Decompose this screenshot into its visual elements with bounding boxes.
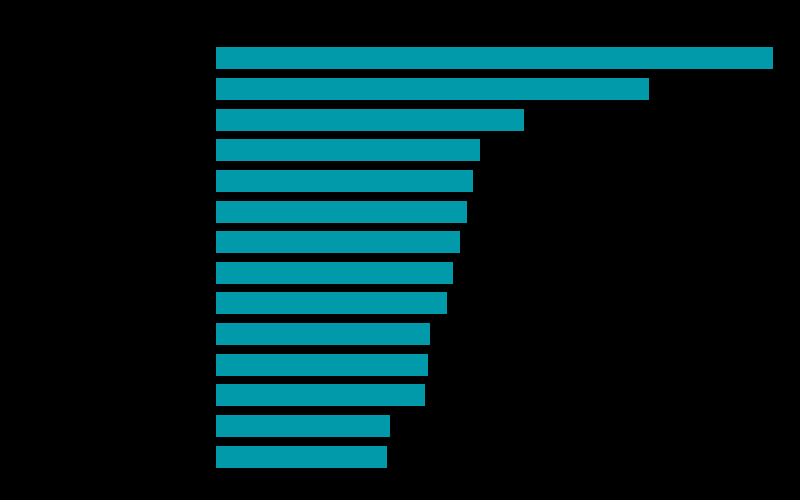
Bar — [216, 292, 446, 314]
Bar — [216, 170, 473, 192]
Bar — [216, 78, 649, 100]
Bar — [216, 384, 425, 406]
Bar — [216, 262, 453, 284]
Bar — [216, 323, 430, 345]
Bar — [216, 415, 390, 437]
Bar — [216, 48, 773, 70]
Bar — [216, 354, 428, 376]
Bar — [216, 200, 466, 222]
Bar — [216, 231, 460, 253]
Bar — [216, 446, 387, 468]
Bar — [216, 108, 524, 130]
Bar — [216, 140, 479, 162]
